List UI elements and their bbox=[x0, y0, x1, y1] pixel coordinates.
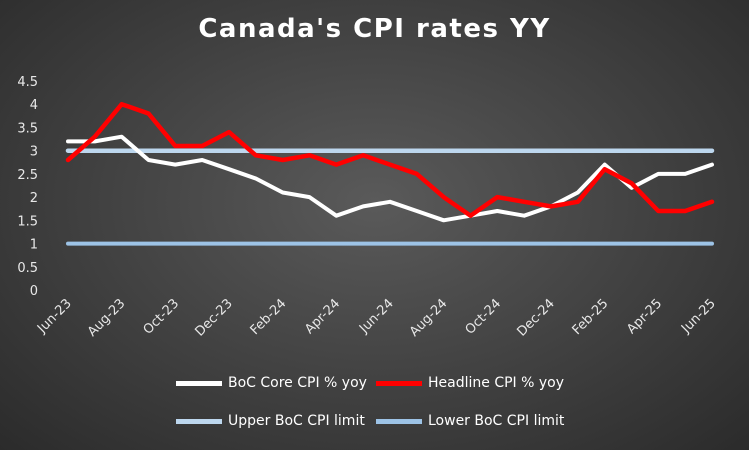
y-tick-label: 0.5 bbox=[17, 261, 38, 276]
x-tick-label: Aug-24 bbox=[407, 296, 451, 340]
x-tick-label: Jun-25 bbox=[678, 296, 719, 337]
legend-item-lower: Lower BoC CPI limit bbox=[376, 413, 564, 429]
legend-swatch-core bbox=[176, 380, 222, 386]
core-cpi-line bbox=[66, 134, 714, 223]
legend-label-headline: Headline CPI % yoy bbox=[428, 375, 565, 391]
x-tick-label: Feb-24 bbox=[248, 296, 290, 338]
y-tick-label: 1.5 bbox=[17, 214, 38, 229]
x-tick-label: Oct-23 bbox=[141, 296, 183, 338]
x-tick-label: Feb-25 bbox=[570, 296, 612, 338]
y-tick-label: 4.5 bbox=[17, 75, 38, 90]
legend-swatch-upper bbox=[176, 418, 222, 424]
y-tick-label: 2.5 bbox=[17, 168, 38, 183]
x-tick-label: Jun-23 bbox=[34, 296, 75, 337]
x-tick-label: Jun-24 bbox=[356, 296, 397, 337]
y-tick-label: 1 bbox=[30, 238, 38, 253]
legend-label-core: BoC Core CPI % yoy bbox=[228, 375, 367, 391]
legend-swatch-headline bbox=[376, 380, 422, 386]
x-tick-label: Apr-25 bbox=[624, 296, 665, 337]
x-tick-label: Oct-24 bbox=[463, 296, 505, 338]
headline-cpi-line bbox=[65, 101, 715, 218]
y-tick-label: 3.5 bbox=[17, 121, 38, 136]
y-tick-label: 2 bbox=[30, 191, 38, 206]
x-tick-label: Dec-24 bbox=[514, 296, 557, 339]
legend-item-core: BoC Core CPI % yoy bbox=[176, 375, 367, 391]
legend-label-upper: Upper BoC CPI limit bbox=[228, 413, 365, 429]
legend-item-headline: Headline CPI % yoy bbox=[376, 375, 564, 391]
y-tick-label: 0 bbox=[30, 284, 38, 299]
x-tick-label: Apr-24 bbox=[302, 296, 343, 337]
x-tick-label: Aug-23 bbox=[85, 296, 129, 340]
legend-label-lower: Lower BoC CPI limit bbox=[428, 413, 565, 429]
legend-item-upper: Upper BoC CPI limit bbox=[176, 413, 365, 429]
chart-title: Canada's CPI rates YY bbox=[198, 14, 551, 44]
legend-swatch-lower bbox=[376, 418, 422, 424]
y-tick-label: 3 bbox=[30, 145, 38, 160]
y-tick-label: 4 bbox=[30, 98, 38, 113]
x-tick-label: Dec-23 bbox=[192, 296, 235, 339]
